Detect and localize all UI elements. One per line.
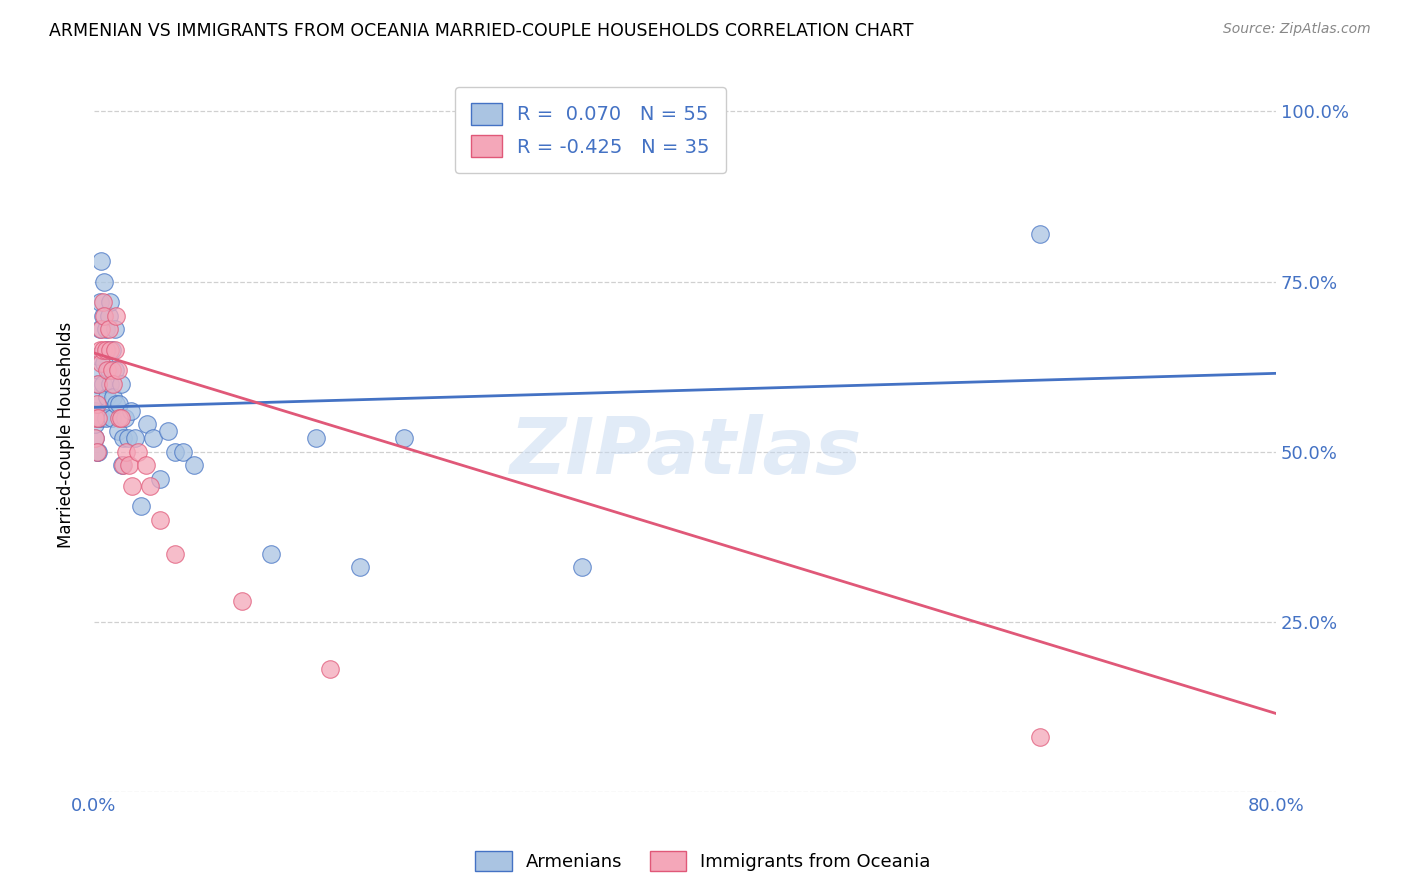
Point (100, 410, 122, 425)
Point (149, 472, 172, 486)
Point (91, 343, 114, 357)
Point (87, 363, 110, 377)
Point (104, 363, 127, 377)
Text: ARMENIAN VS IMMIGRANTS FROM OCEANIA MARRIED-COUPLE HOUSEHOLDS CORRELATION CHART: ARMENIAN VS IMMIGRANTS FROM OCEANIA MARR… (49, 22, 914, 40)
Point (117, 431, 139, 445)
Point (165, 444, 187, 458)
Point (84, 417, 107, 432)
Point (101, 376, 124, 391)
Point (101, 390, 124, 404)
Legend: R =  0.070   N = 55, R = -0.425   N = 35: R = 0.070 N = 55, R = -0.425 N = 35 (456, 87, 725, 173)
Point (89, 343, 111, 357)
Point (118, 458, 141, 473)
Point (86, 444, 108, 458)
Point (96, 390, 118, 404)
Point (231, 594, 253, 608)
Point (93, 356, 115, 370)
Point (96, 363, 118, 377)
Point (89, 294, 111, 309)
Y-axis label: Married-couple Households: Married-couple Households (58, 321, 75, 548)
Point (87, 376, 110, 391)
Point (108, 397, 131, 411)
Point (87, 444, 110, 458)
Point (91, 376, 114, 391)
Point (86, 376, 108, 391)
Point (111, 458, 134, 473)
Point (98, 343, 121, 357)
Point (107, 424, 129, 438)
Point (100, 343, 122, 357)
Point (84, 431, 107, 445)
Point (172, 444, 194, 458)
Point (91, 294, 114, 309)
Point (86, 397, 108, 411)
Point (165, 547, 187, 561)
Point (104, 322, 127, 336)
Point (100, 363, 122, 377)
Point (87, 410, 110, 425)
Point (93, 275, 115, 289)
Point (86, 390, 108, 404)
Point (84, 410, 107, 425)
Point (84, 403, 107, 417)
Point (112, 458, 135, 473)
Point (91, 309, 114, 323)
Legend: Armenians, Immigrants from Oceania: Armenians, Immigrants from Oceania (468, 844, 938, 879)
Point (142, 431, 165, 445)
Point (349, 560, 371, 574)
Point (104, 343, 127, 357)
Point (96, 343, 118, 357)
Point (571, 560, 593, 574)
Point (149, 513, 172, 527)
Text: ZIPatlas: ZIPatlas (509, 415, 860, 491)
Point (304, 431, 326, 445)
Point (86, 444, 108, 458)
Point (97, 363, 120, 377)
Point (156, 424, 179, 438)
Point (87, 349, 110, 363)
Point (89, 322, 111, 336)
Point (392, 431, 415, 445)
Point (98, 376, 121, 391)
Point (112, 431, 135, 445)
Text: Source: ZipAtlas.com: Source: ZipAtlas.com (1223, 22, 1371, 37)
Point (110, 410, 132, 425)
Point (90, 410, 112, 425)
Point (135, 458, 157, 473)
Point (94, 322, 117, 336)
Point (108, 410, 131, 425)
Point (107, 363, 129, 377)
Point (1028, 227, 1050, 241)
Point (139, 478, 162, 492)
Point (129, 499, 152, 513)
Point (110, 376, 132, 391)
Point (94, 343, 117, 357)
Point (105, 397, 128, 411)
Point (87, 410, 110, 425)
Point (319, 662, 342, 676)
Point (183, 458, 205, 473)
Point (120, 403, 142, 417)
Point (115, 444, 138, 458)
Point (105, 309, 128, 323)
Point (97, 309, 120, 323)
Point (114, 410, 136, 425)
Point (121, 478, 143, 492)
Point (124, 431, 146, 445)
Point (136, 417, 159, 432)
Point (90, 356, 112, 370)
Point (94, 410, 117, 425)
Point (127, 444, 149, 458)
Point (90, 322, 112, 336)
Point (93, 309, 115, 323)
Point (84, 431, 107, 445)
Point (97, 322, 120, 336)
Point (260, 547, 283, 561)
Point (1028, 731, 1050, 745)
Point (90, 254, 112, 268)
Point (98, 294, 121, 309)
